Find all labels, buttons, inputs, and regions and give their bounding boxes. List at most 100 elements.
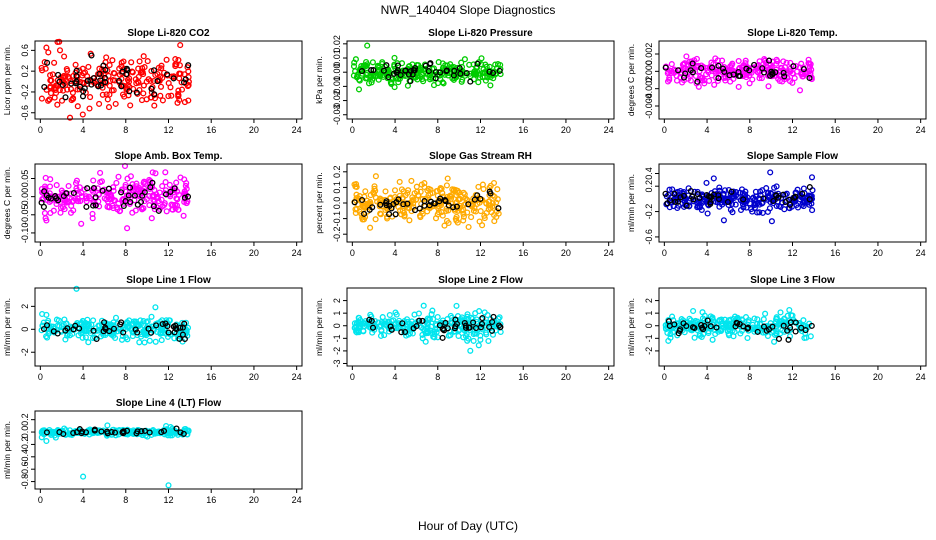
data-point [136,339,143,346]
data-point-hourly [68,80,75,87]
data-point-hourly [690,196,697,203]
data-point-hourly [707,323,714,330]
data-point [364,42,371,49]
data-point-hourly [120,428,127,435]
data-point [663,201,670,208]
data-point [687,77,694,84]
data-point-hourly [50,328,57,335]
data-point [782,191,789,198]
data-point [57,204,65,212]
data-point [482,77,489,84]
data-point-hourly [453,203,460,210]
data-point-hourly [474,192,481,199]
data-point-hourly [467,78,474,85]
data-point [490,211,498,219]
data-point-hourly [808,322,815,329]
data-point [167,424,174,431]
x-tick-label: 4 [705,125,710,135]
data-point [489,203,496,210]
data-point-hourly [474,60,481,67]
data-point-hourly [426,202,433,209]
data-point [737,330,744,337]
x-tick-label: 24 [916,125,926,135]
data-point-hourly [155,207,162,214]
data-point-hourly [122,198,129,205]
data-point [716,184,723,191]
data-point [106,191,113,198]
data-point-hourly [768,68,775,75]
panel-4: Slope Amb. Box Temp. degrees C per min. 0 4… [2,151,303,258]
data-point [382,196,389,203]
y-tick-label: 1 [332,311,342,316]
data-point [473,318,480,325]
data-point-hourly [780,69,787,76]
data-point-hourly [55,71,62,78]
data-point [780,67,787,74]
data-point [109,57,116,64]
data-point-hourly [441,327,448,334]
data-point [462,200,469,207]
data-point [67,86,75,93]
data-point-hourly [680,74,688,81]
data-point-hourly [179,331,186,338]
data-point [664,329,671,336]
data-point-hourly [181,194,188,201]
data-point [46,96,53,103]
data-point [772,318,780,325]
data-point [73,285,80,292]
y-tick-label: 0.4 [644,167,654,180]
data-point-hourly [133,430,140,437]
data-point [799,201,806,208]
data-point-hourly [392,211,399,218]
x-tick-label: 4 [393,125,398,135]
data-point [85,321,92,328]
data-point [473,316,480,323]
data-point-hourly [710,191,717,198]
data-point-hourly [703,192,710,199]
panel-5: Slope Gas Stream RH percent per min. 0 4 8 12… [314,151,615,258]
data-point [43,44,50,51]
data-point [142,330,149,338]
panel-ylabel: ml/min per min. [2,421,12,479]
data-point [104,422,111,429]
data-point [122,181,129,188]
data-point [106,62,113,69]
data-point [744,334,751,342]
y-tick-label: 0.00 [20,188,30,206]
data-point-hourly [781,73,788,80]
data-point [483,331,490,338]
data-point [45,97,52,104]
data-point [780,58,787,65]
data-point-hourly [84,185,91,192]
data-point [39,310,46,318]
data-point-hourly [99,187,106,194]
data-point [110,205,117,212]
data-point-hourly [442,319,449,326]
data-point [791,75,798,82]
data-point [406,217,413,224]
data-point [350,63,358,70]
data-point [735,83,742,90]
data-point-hourly [370,67,377,74]
panel-1: Slope Li-820 CO2 Licor ppm per min. 0 4 8 12 1… [2,28,303,135]
data-point [57,209,64,216]
data-point-hourly [380,67,387,74]
data-point-hourly [102,66,109,73]
data-point [424,71,431,78]
data-point-hourly [170,323,177,330]
data-point-hourly [120,329,127,336]
x-tick-label: 0 [662,248,667,258]
data-point-hourly [696,194,703,201]
data-point [129,333,136,340]
data-point [751,200,758,207]
data-point [38,95,45,102]
x-tick-label: 16 [206,125,216,135]
data-point-hourly [388,205,395,212]
data-point [479,222,486,229]
data-point [426,76,434,83]
data-point [360,320,367,327]
data-point [178,86,186,93]
data-point [112,100,119,107]
data-point [113,179,120,186]
